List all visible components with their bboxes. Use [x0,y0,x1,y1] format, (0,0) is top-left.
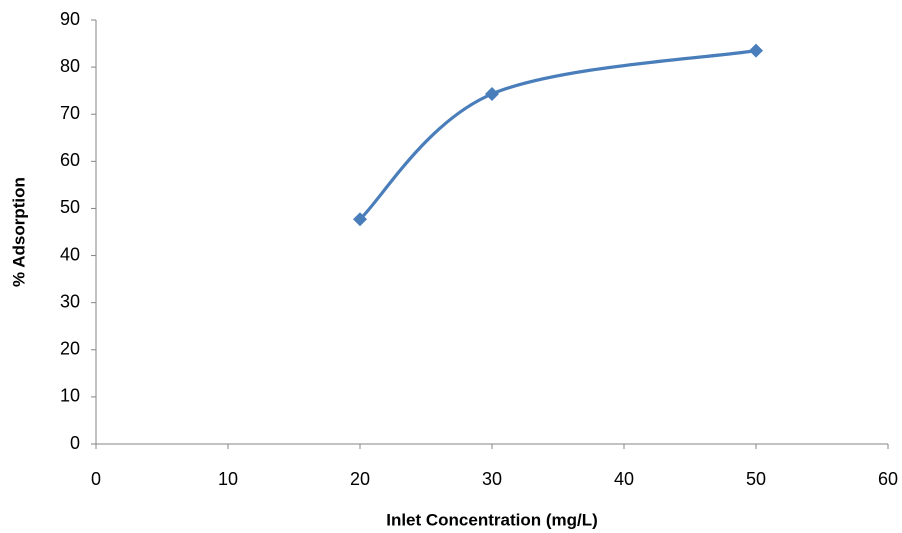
y-tick-label: 0 [70,433,80,453]
marker [353,212,367,227]
x-tick-label: 20 [350,469,370,489]
y-axis-label: % Adsorption [9,177,28,287]
x-tick-label: 0 [91,469,101,489]
y-tick-label: 50 [60,197,80,217]
y-tick-label: 90 [60,9,80,29]
x-tick-label: 30 [482,469,502,489]
y-tick-label: 30 [60,291,80,311]
x-tick-label: 10 [218,469,238,489]
y-tick-label: 40 [60,244,80,264]
x-tick-label: 50 [746,469,766,489]
y-tick-label: 20 [60,339,80,359]
x-tick-label: 60 [878,469,898,489]
y-tick-label: 10 [60,386,80,406]
marker [749,43,763,58]
y-tick-label: 60 [60,150,80,170]
y-tick-label: 70 [60,103,80,123]
y-tick-label: 80 [60,56,80,76]
series-line [358,49,757,221]
x-axis-label: Inlet Concentration (mg/L) [386,510,598,529]
marker [485,86,499,101]
x-tick-label: 40 [614,469,634,489]
